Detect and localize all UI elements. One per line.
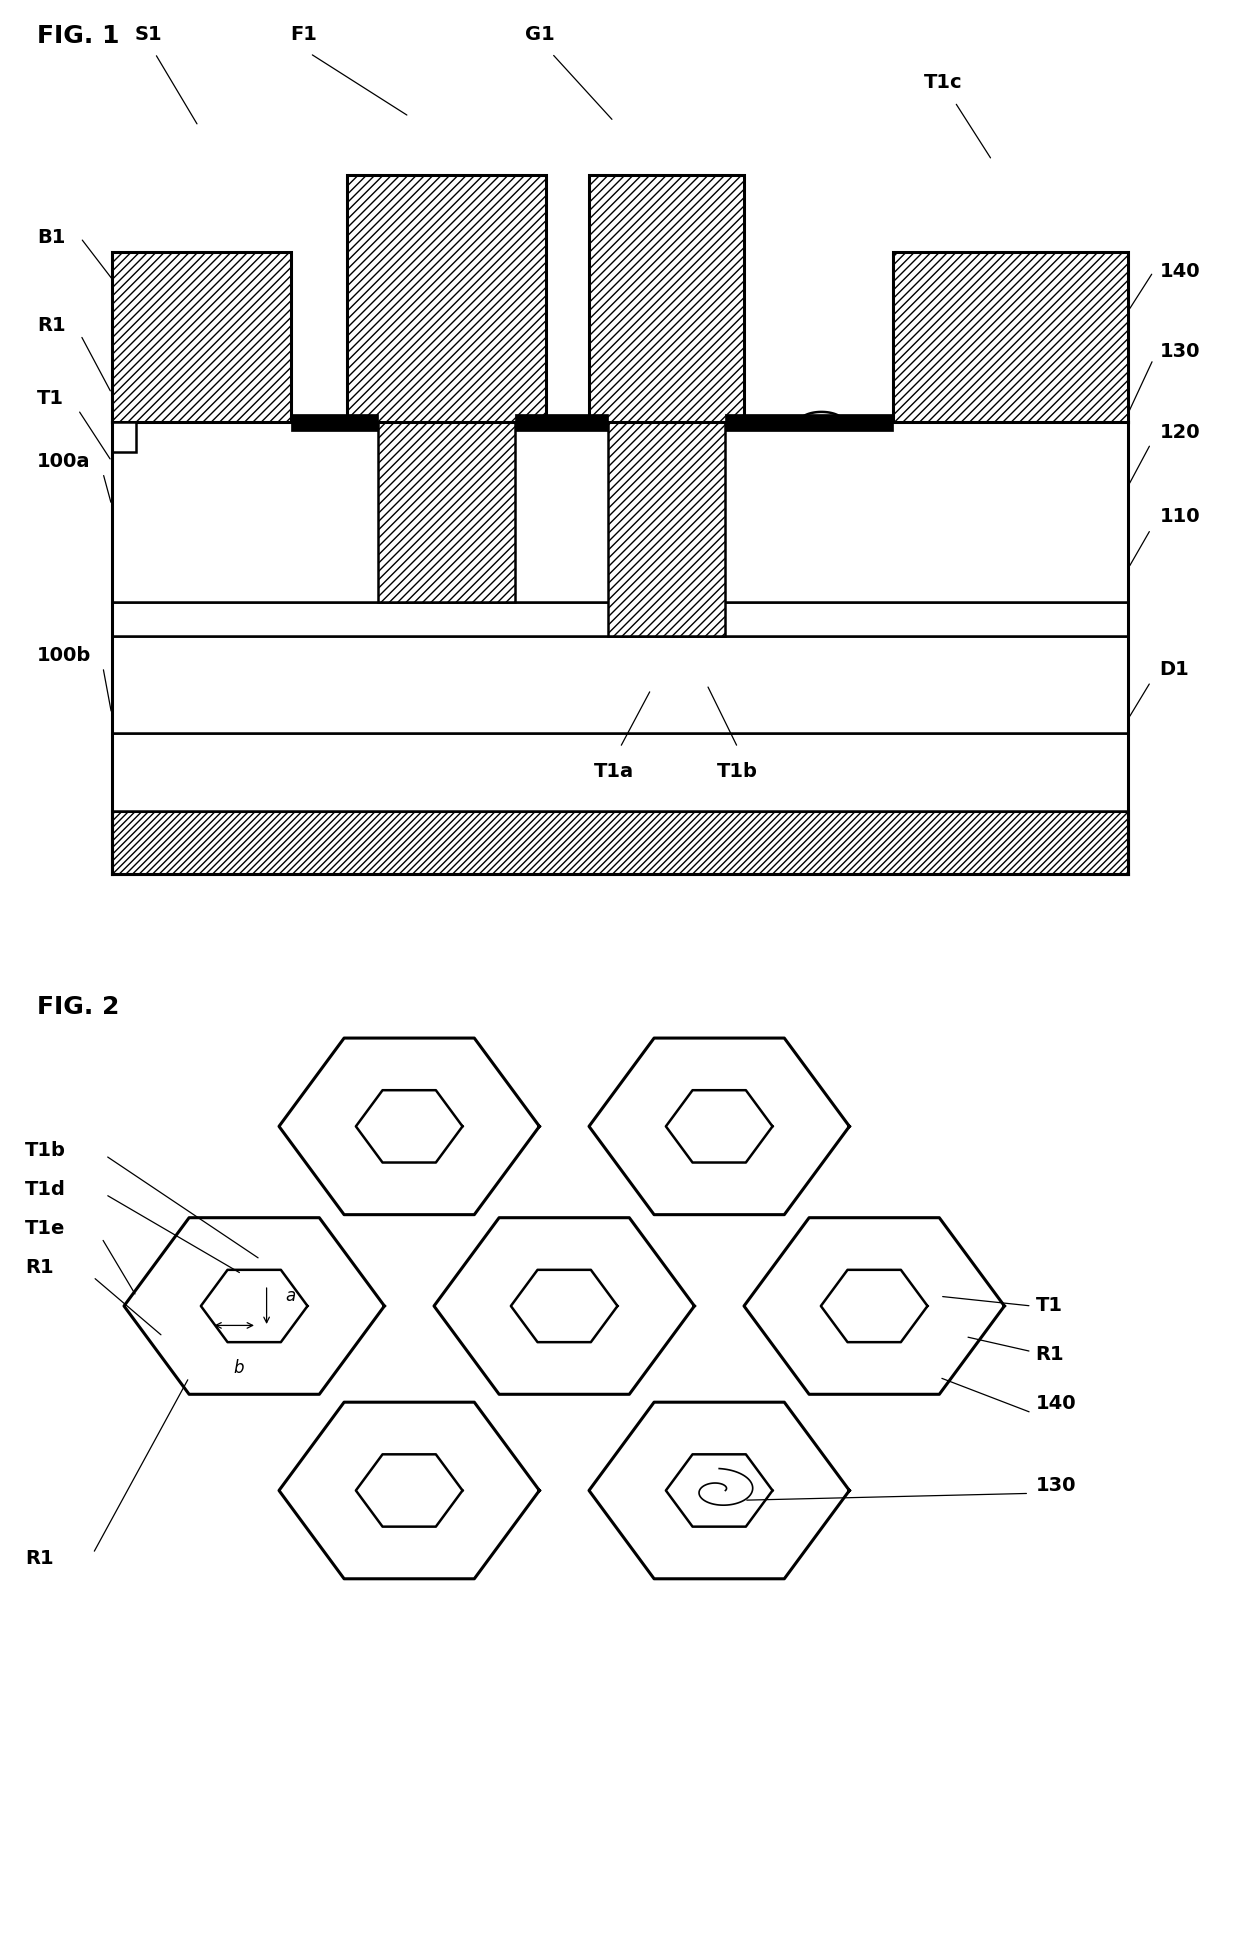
Bar [112, 602, 1128, 637]
Text: FIG. 1: FIG. 1 [37, 23, 120, 49]
Bar [515, 414, 608, 431]
Text: T1c: T1c [924, 74, 962, 91]
Bar [608, 421, 725, 637]
Text: b: b [233, 1359, 243, 1377]
Text: 140: 140 [1035, 1394, 1076, 1412]
Text: T1b: T1b [718, 761, 758, 781]
Bar [112, 421, 136, 451]
Bar [112, 421, 1128, 602]
Text: 130: 130 [1035, 1476, 1076, 1495]
Text: 130: 130 [1159, 342, 1200, 361]
Bar [589, 175, 744, 421]
Text: 100a: 100a [37, 452, 91, 470]
Text: R1: R1 [25, 1258, 53, 1276]
Text: T1: T1 [37, 388, 64, 408]
Bar [291, 414, 378, 431]
Text: FIG. 2: FIG. 2 [37, 994, 119, 1020]
Text: B1: B1 [37, 229, 66, 247]
Text: R1: R1 [1035, 1346, 1064, 1363]
Bar [112, 812, 1128, 874]
Bar [347, 175, 546, 421]
Bar [378, 421, 515, 602]
Text: R1: R1 [25, 1550, 53, 1567]
Text: 140: 140 [1159, 262, 1200, 282]
Text: G1: G1 [525, 25, 554, 43]
Text: T1: T1 [1035, 1297, 1063, 1315]
Text: D1: D1 [1159, 660, 1189, 680]
Bar [112, 252, 291, 421]
Bar [112, 637, 1128, 732]
Bar [112, 732, 1128, 812]
Text: T1b: T1b [25, 1142, 66, 1159]
Text: F1: F1 [290, 25, 317, 43]
Text: T1e: T1e [25, 1220, 66, 1237]
Text: R1: R1 [37, 317, 66, 334]
Text: 110: 110 [1159, 507, 1200, 526]
Bar [893, 252, 1128, 421]
Text: a: a [285, 1288, 295, 1305]
Text: 120: 120 [1159, 423, 1200, 441]
Text: S1: S1 [135, 25, 162, 43]
Text: T1d: T1d [25, 1181, 66, 1198]
Bar [725, 414, 893, 431]
Text: T1a: T1a [594, 761, 634, 781]
Text: 100b: 100b [37, 647, 92, 664]
